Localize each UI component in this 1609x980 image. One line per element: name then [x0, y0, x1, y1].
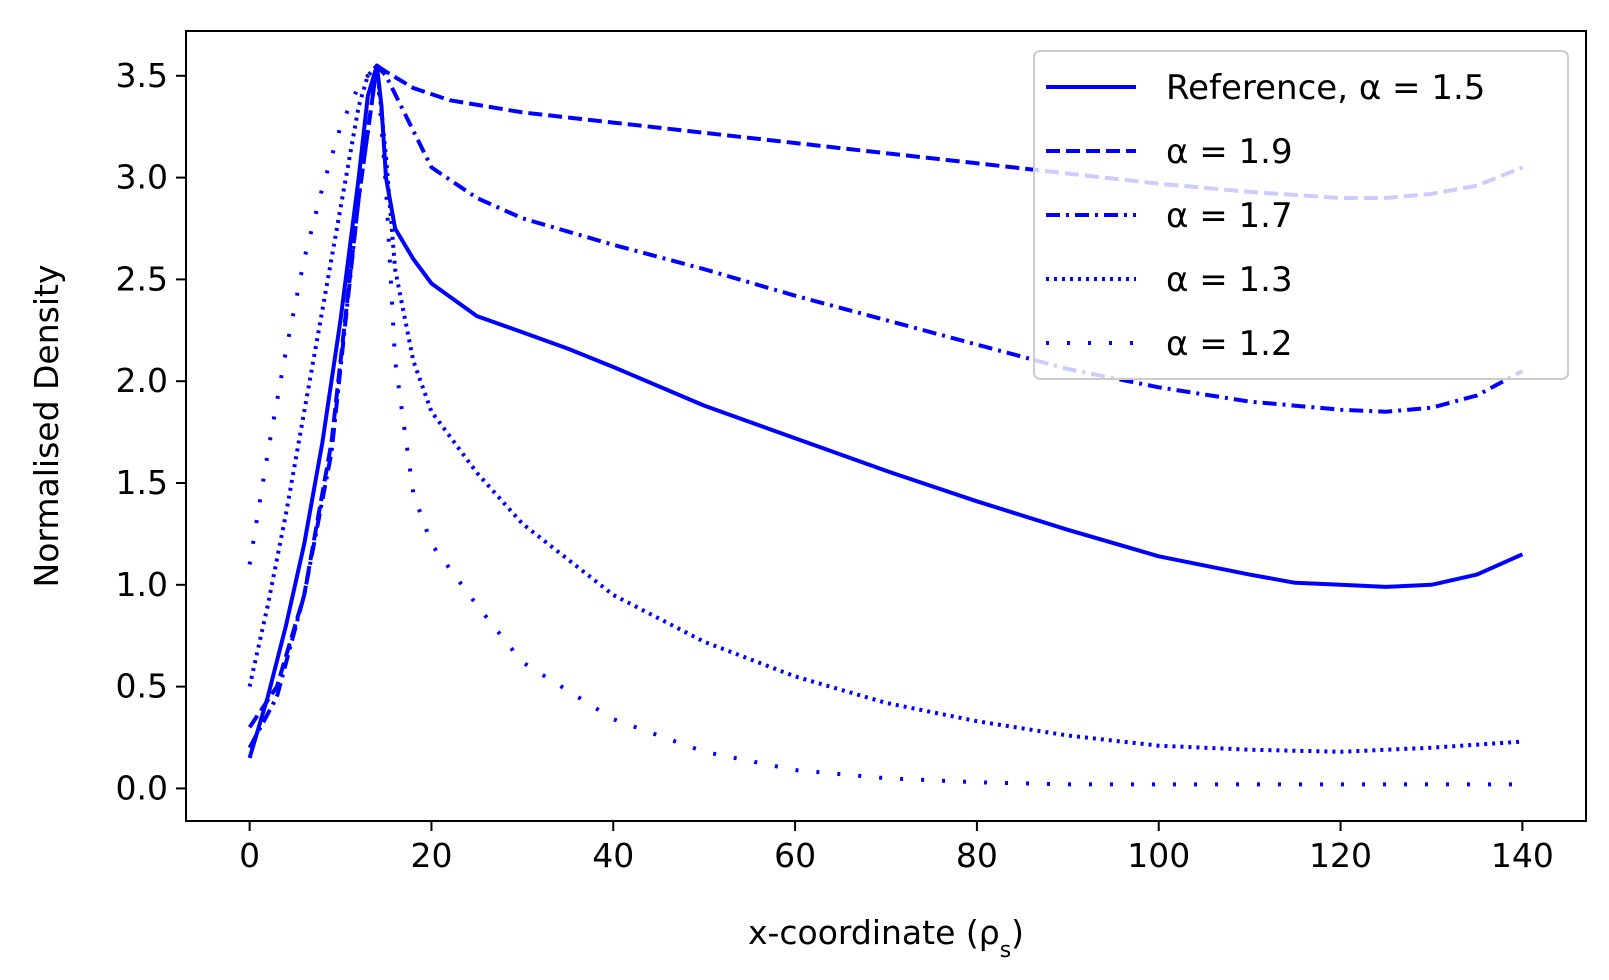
- x-tick-label: 60: [774, 836, 816, 875]
- y-tick-label: 1.5: [116, 463, 168, 502]
- series-line-0: [247, 63, 1524, 759]
- x-tick-label: 80: [956, 836, 998, 875]
- legend-box: [1033, 50, 1569, 380]
- y-tick-label: 2.0: [116, 361, 168, 400]
- y-axis-ticks: 0.0 0.5 1.0 1.5 2.0 2.5 3.0 3.5: [116, 56, 186, 807]
- x-tick-label: 0: [239, 836, 260, 875]
- y-tick-label: 0.5: [116, 667, 168, 706]
- legend-entries: Reference, α = 1.5 α = 1.9 α = 1.7 α = 1.3 α…: [1046, 68, 1485, 364]
- legend-label-0: Reference, α = 1.5: [1166, 68, 1485, 108]
- legend: Reference, α = 1.5 α = 1.9 α = 1.7 α = 1.3 α…: [1033, 50, 1569, 380]
- y-axis-label: Normalised Density: [27, 265, 66, 588]
- x-tick-label: 40: [592, 836, 634, 875]
- legend-label-1: α = 1.9: [1166, 132, 1293, 172]
- y-tick-label: 3.5: [116, 56, 168, 95]
- legend-label-2: α = 1.7: [1166, 196, 1293, 236]
- x-axis-ticks: 0 20 40 60 80 100 120 140: [239, 821, 1554, 875]
- plot-frame: [185, 30, 1587, 822]
- series-line-3: [247, 63, 1523, 754]
- x-tick-label: 120: [1309, 836, 1372, 875]
- y-tick-label: 0.0: [116, 768, 168, 807]
- legend-label-4: α = 1.2: [1166, 324, 1293, 364]
- x-tick-label: 140: [1491, 836, 1554, 875]
- y-tick-label: 2.5: [116, 259, 168, 298]
- x-tick-label: 20: [410, 836, 452, 875]
- legend-label-3: α = 1.3: [1166, 260, 1293, 300]
- y-tick-label: 1.0: [116, 565, 168, 604]
- x-tick-label: 100: [1127, 836, 1190, 875]
- y-tick-label: 3.0: [116, 158, 168, 197]
